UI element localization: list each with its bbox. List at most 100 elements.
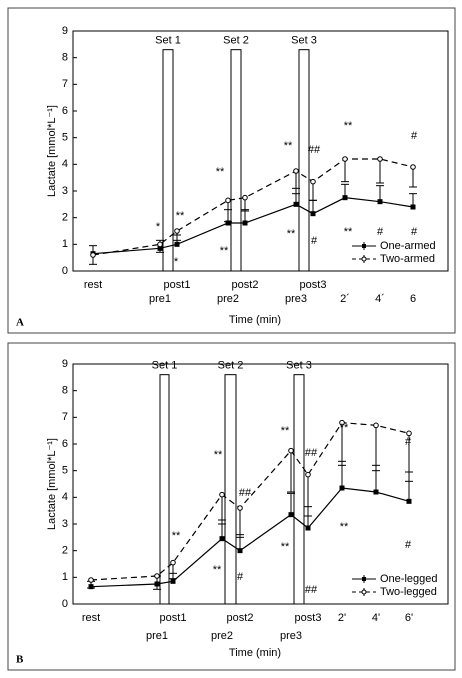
set-label: Set 2 (218, 360, 244, 372)
plot-frame (72, 363, 449, 605)
y-tick-label: 9 (62, 358, 68, 370)
x-tick-label: 4' (372, 612, 380, 624)
legend-marker (362, 244, 366, 248)
marker (225, 220, 231, 226)
marker (410, 164, 416, 170)
significance-mark: ** (176, 210, 185, 222)
marker (305, 471, 311, 478)
series-line (92, 158, 414, 256)
y-tick-label: 3 (62, 518, 68, 530)
y-tick-label: 0 (62, 598, 68, 610)
y-tick-label: 4 (62, 491, 68, 503)
significance-mark: ** (213, 564, 222, 576)
significance-mark: # (405, 539, 412, 551)
set-label: Set 1 (155, 35, 181, 47)
x-tick-label: pre1 (149, 293, 171, 305)
legend-label: One-legged (380, 573, 438, 585)
legend-label: One-armed (380, 240, 436, 252)
y-tick-label: 2 (62, 545, 68, 557)
marker (88, 577, 94, 583)
x-axis-label: Time (min) (229, 314, 281, 326)
marker (288, 512, 294, 518)
y-axis-label: Lactate [mmol*L⁻¹] (46, 105, 58, 197)
significance-mark: ## (239, 487, 252, 499)
significance-mark: # (411, 130, 418, 142)
x-tick-label: post2 (227, 612, 254, 624)
marker (410, 204, 416, 210)
legend-marker (362, 577, 366, 581)
marker (310, 178, 316, 185)
set-bar (162, 49, 174, 272)
significance-mark: # (411, 226, 418, 238)
marker (339, 485, 345, 491)
significance-mark: ** (344, 226, 353, 238)
series-line (90, 487, 410, 588)
marker (237, 505, 243, 511)
marker (293, 168, 299, 174)
y-tick-label: 6 (62, 105, 68, 117)
x-tick-label: post1 (160, 612, 187, 624)
set-label: Set 3 (291, 35, 317, 47)
marker (219, 536, 225, 542)
marker (373, 422, 379, 429)
legend-marker (361, 256, 367, 262)
x-tick-label: 2' (338, 612, 346, 624)
y-tick-label: 7 (62, 411, 68, 423)
x-tick-label: post3 (300, 279, 327, 291)
marker (373, 489, 379, 495)
marker (242, 194, 248, 201)
significance-mark: ## (305, 447, 318, 459)
marker (170, 578, 176, 584)
y-tick-label: 6 (62, 438, 68, 450)
significance-mark: ** (281, 541, 290, 553)
legend-marker (361, 589, 367, 595)
panel-label: A (16, 317, 24, 329)
marker (288, 447, 294, 454)
panel-border (7, 342, 456, 671)
y-tick-label: 4 (62, 158, 68, 170)
significance-mark: ## (308, 144, 321, 156)
y-tick-label: 2 (62, 212, 68, 224)
marker (342, 156, 348, 162)
set-bar (224, 374, 237, 605)
significance-mark: # (377, 226, 384, 238)
y-tick-label: 1 (62, 571, 68, 583)
legend-label: Two-armed (380, 253, 435, 265)
marker (174, 241, 180, 247)
significance-mark: ** (172, 530, 181, 542)
significance-mark: * (156, 221, 161, 233)
significance-mark: ** (287, 228, 296, 240)
x-tick-label: rest (84, 279, 102, 291)
significance-mark: ** (340, 521, 349, 533)
x-tick-label: pre1 (146, 630, 168, 642)
significance-mark: # (405, 436, 412, 448)
significance-mark: * (174, 256, 179, 268)
marker (310, 211, 316, 217)
significance-mark: ** (214, 449, 223, 461)
x-tick-label: post3 (295, 612, 322, 624)
marker (339, 419, 345, 426)
set-bar (298, 49, 310, 272)
set-bar (293, 374, 305, 605)
y-tick-label: 1 (62, 238, 68, 250)
marker (157, 241, 163, 248)
marker (90, 252, 96, 258)
x-tick-label: pre3 (285, 293, 307, 305)
marker (237, 548, 243, 554)
marker (377, 156, 383, 162)
significance-mark: # (311, 235, 318, 247)
marker (154, 573, 160, 579)
significance-mark: ** (220, 245, 229, 257)
marker (219, 491, 225, 498)
set-label: Set 2 (223, 35, 249, 47)
y-tick-label: 8 (62, 52, 68, 64)
set-label: Set 3 (286, 360, 312, 372)
marker (377, 199, 383, 205)
panel-label: B (16, 654, 24, 666)
marker (170, 559, 176, 566)
set-bar (230, 49, 242, 272)
significance-mark: ## (305, 584, 318, 596)
panel-border (7, 7, 456, 334)
y-tick-label: 5 (62, 465, 68, 477)
y-axis-label: Lactate [mmol*L⁻¹] (46, 438, 58, 530)
